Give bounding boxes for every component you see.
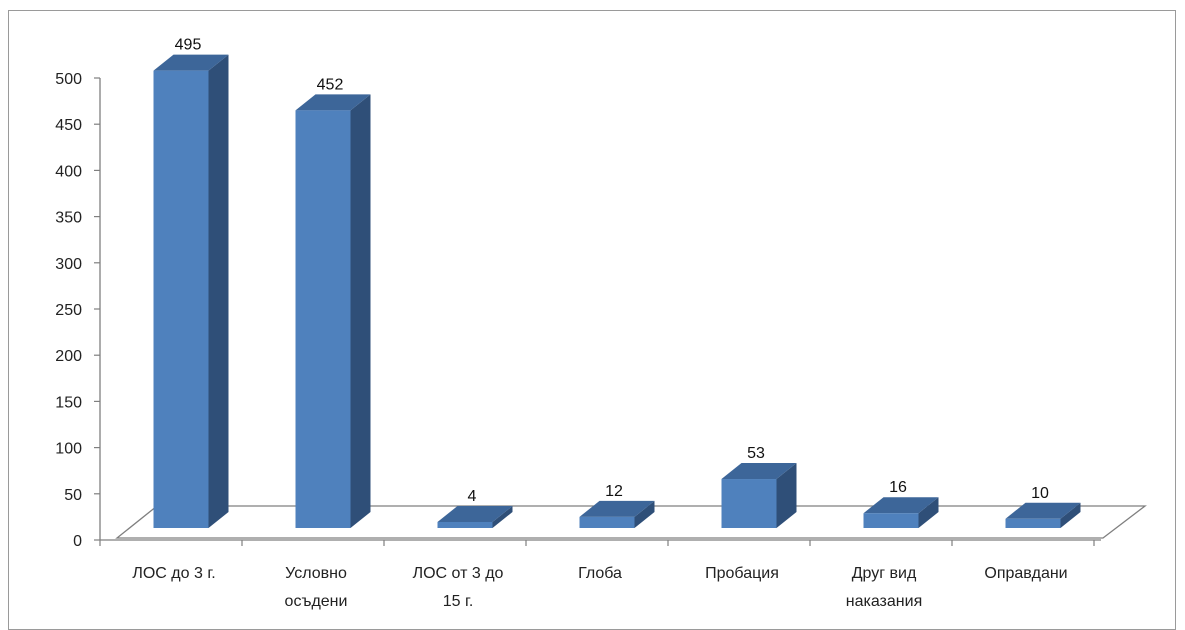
data-label: 12 — [605, 483, 623, 500]
bar-front — [863, 513, 919, 528]
y-tick-label: 350 — [55, 210, 82, 227]
category-label-line: наказания — [846, 593, 922, 610]
bar-top — [295, 94, 371, 111]
bar-top — [579, 500, 655, 517]
category-label: ЛОС до 3 г. — [132, 565, 215, 582]
bar-side — [208, 54, 229, 529]
category-label-line: ЛОС до 3 г. — [132, 565, 215, 582]
bar-side — [918, 497, 939, 528]
bar-top — [153, 54, 229, 71]
bar-top — [721, 463, 797, 480]
bar-0 — [153, 54, 229, 529]
data-label: 16 — [889, 479, 907, 496]
bar-front — [295, 110, 351, 529]
data-label: 10 — [1031, 485, 1049, 502]
bar-2 — [437, 506, 513, 528]
y-tick-label: 450 — [55, 117, 82, 134]
y-tick-label: 150 — [55, 394, 82, 411]
y-tick-label: 50 — [64, 487, 82, 504]
bar-side — [350, 94, 371, 529]
y-tick-label: 100 — [55, 441, 82, 458]
category-label-line: ЛОС от 3 до — [413, 565, 504, 582]
category-label: ЛОС от 3 до 15 г. — [413, 565, 504, 610]
category-label: Пробация — [705, 565, 779, 582]
bar-1 — [295, 94, 371, 529]
bar-side — [1060, 502, 1081, 528]
category-label-line: 15 г. — [443, 593, 474, 610]
bar-front — [153, 70, 209, 529]
bar-top — [437, 506, 513, 522]
bar-side — [634, 500, 655, 528]
category-label: Друг вид наказания — [846, 565, 922, 610]
category-label: Условно осъдени — [285, 565, 348, 610]
bar-front — [721, 479, 777, 528]
chart-floor — [115, 505, 1147, 539]
category-label-line: Пробация — [705, 565, 779, 582]
bar-6 — [1005, 502, 1081, 528]
bar-4 — [721, 463, 797, 528]
bar-5 — [863, 497, 939, 528]
bar-front — [1005, 518, 1061, 528]
bar-front — [437, 522, 493, 528]
y-tick-label: 0 — [73, 533, 82, 550]
data-label: 53 — [747, 445, 765, 462]
category-label-line: Глоба — [578, 565, 622, 582]
category-label-line: Оправдани — [984, 565, 1067, 582]
y-tick-label: 400 — [55, 163, 82, 180]
category-label-line: Условно — [285, 565, 347, 582]
category-label: Оправдани — [984, 565, 1067, 582]
bar-side — [492, 506, 513, 528]
y-tick-label: 300 — [55, 256, 82, 273]
data-label: 4 — [468, 488, 477, 505]
bar-front — [579, 516, 635, 528]
bar-top — [863, 497, 939, 514]
y-tick-label: 500 — [55, 71, 82, 88]
bar-side — [776, 463, 797, 528]
data-label: 495 — [175, 37, 202, 54]
y-tick-label: 250 — [55, 302, 82, 319]
category-label-line: осъдени — [285, 593, 348, 610]
bar-3 — [579, 500, 655, 528]
data-label: 452 — [317, 76, 344, 93]
y-tick-label: 200 — [55, 348, 82, 365]
category-label: Глоба — [578, 565, 622, 582]
bar-top — [1005, 502, 1081, 519]
category-label-line: Друг вид — [852, 565, 917, 582]
